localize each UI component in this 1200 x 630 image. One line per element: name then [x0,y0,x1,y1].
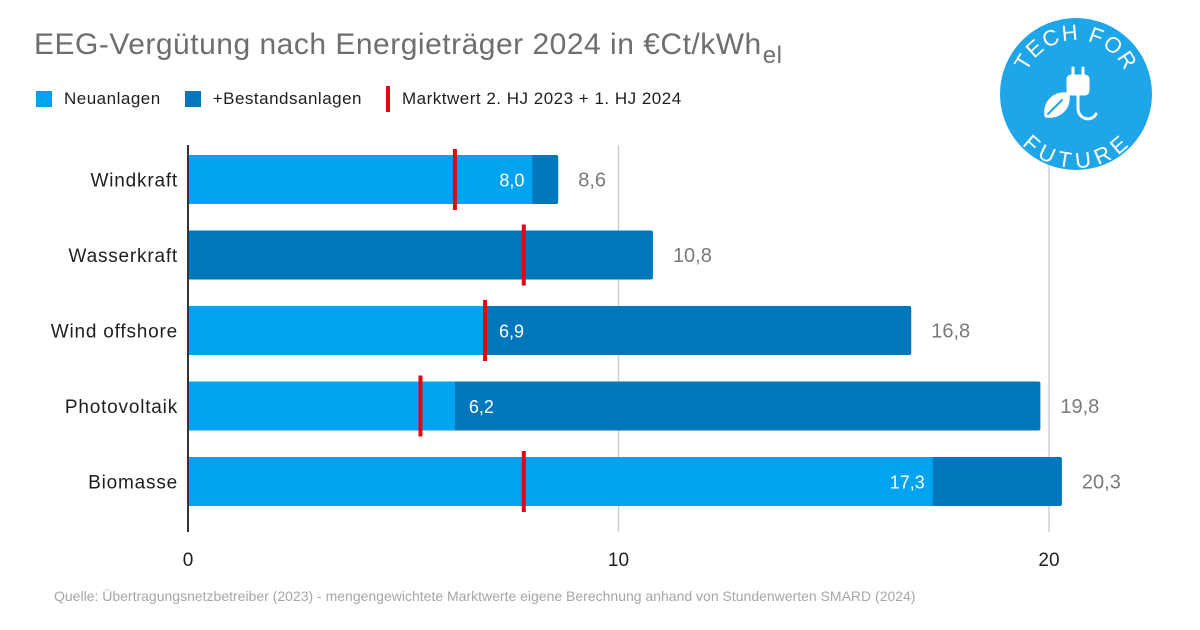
x-tick-label: 20 [1038,550,1059,571]
category-label: Photovoltaik [65,397,178,418]
bar-neuanlagen [188,155,533,204]
x-tick-label: 10 [608,550,629,571]
chart-title-subscript: el [762,42,783,69]
source-note: Quelle: Übertragungsnetzbetreiber (2023)… [54,588,916,604]
legend-label-marktwert: Marktwert 2. HJ 2023 + 1. HJ 2024 [402,89,682,108]
category-label: Wasserkraft [69,246,178,267]
legend-marker-marktwert [386,86,391,112]
category-label: Windkraft [91,171,178,192]
bar-neuanlagen [188,457,933,506]
legend-item-bestandsanlagen: +Bestandsanlagen [184,89,363,109]
data-label-total: 16,8 [931,321,970,343]
legend-swatch-neuanlagen [36,91,52,107]
legend-label-bestandsanlagen: +Bestandsanlagen [212,89,363,108]
data-label-total: 10,8 [673,245,712,267]
tech-for-future-logo: TECH FOR FUTURE [1000,18,1152,170]
data-label-total: 19,8 [1060,396,1099,418]
legend-item-neuanlagen: Neuanlagen [36,89,161,109]
chart-title: EEG-Vergütung nach Energieträger 2024 in… [34,28,782,69]
category-label: Biomasse [88,473,178,494]
legend-label-neuanlagen: Neuanlagen [64,89,161,108]
category-label: Wind offshore [51,322,178,343]
data-label-neuanlagen: 6,9 [499,322,524,342]
x-tick-label: 0 [183,550,194,571]
data-label-neuanlagen: 17,3 [890,473,925,493]
legend-swatch-bestandsanlagen [184,91,201,107]
chart-title-text: EEG-Vergütung nach Energieträger 2024 in… [34,28,762,61]
bar-neuanlagen [188,381,455,431]
legend: Neuanlagen +Bestandsanlagen Marktwert 2.… [36,86,706,112]
bar-bestandsanlagen [188,230,653,280]
data-label-neuanlagen: 8,0 [499,171,524,191]
data-label-total: 20,3 [1082,472,1121,494]
bar-neuanlagen [188,306,486,355]
leaf-plug-icon [1044,66,1098,121]
legend-item-marktwert: Marktwert 2. HJ 2023 + 1. HJ 2024 [386,86,682,112]
data-label-total: 8,6 [578,170,606,192]
data-label-neuanlagen: 6,2 [469,397,494,417]
